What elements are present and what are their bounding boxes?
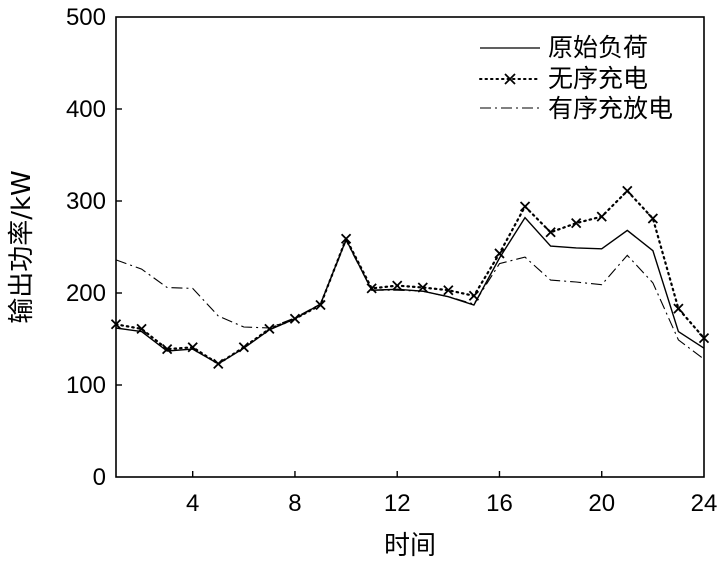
series-ordered-charging-line [115, 239, 705, 360]
data-point-marker [392, 280, 403, 291]
data-point-marker [264, 323, 275, 335]
x-tick-label: 20 [588, 490, 615, 517]
legend: 原始负荷 无序充电 有序充放电 [479, 33, 673, 123]
y-tick-label: 300 [66, 188, 106, 215]
y-tick-label: 0 [93, 464, 106, 491]
y-axis-ticks: 0 100 200 300 400 500 [66, 4, 122, 491]
data-point-marker [161, 343, 173, 355]
data-point-marker [110, 319, 122, 330]
x-tick-label: 12 [384, 490, 411, 517]
data-point-marker [213, 358, 224, 369]
data-point-marker [315, 299, 326, 311]
data-point-marker [673, 303, 684, 314]
data-point-marker [136, 323, 147, 335]
x-tick-label: 16 [486, 490, 513, 517]
data-point-marker [545, 227, 556, 238]
data-point-marker [417, 282, 428, 293]
x-tick-label: 24 [691, 490, 718, 517]
data-point-marker [519, 201, 531, 212]
x-axis-ticks: 4 8 12 16 20 24 [186, 471, 717, 517]
legend-label-disordered-charging: 无序充电 [548, 64, 648, 93]
data-point-marker [187, 342, 198, 353]
x-tick-label: 4 [186, 490, 199, 517]
x-axis-label: 时间 [384, 531, 436, 561]
plot-frame [115, 16, 705, 478]
y-tick-label: 400 [66, 96, 106, 123]
y-axis-label: 输出功率/kW [7, 170, 37, 324]
legend-marker-disordered-charging [504, 73, 516, 85]
data-point-marker [698, 332, 710, 344]
data-point-marker [340, 233, 352, 244]
x-tick-label: 8 [288, 490, 301, 517]
series-layer [110, 185, 710, 369]
data-point-marker [366, 283, 377, 294]
data-point-marker [571, 217, 582, 229]
data-point-marker [596, 211, 607, 222]
legend-label-original-load: 原始负荷 [548, 33, 648, 62]
y-tick-label: 500 [66, 4, 106, 31]
data-point-marker [647, 213, 659, 224]
y-tick-label: 200 [66, 280, 106, 307]
series-disordered-charging-line [114, 189, 706, 366]
legend-label-ordered-charging: 有序充放电 [548, 94, 673, 123]
y-tick-label: 100 [66, 372, 106, 399]
data-point-marker [238, 342, 249, 353]
data-point-marker [443, 285, 454, 296]
data-point-marker [622, 185, 633, 197]
data-point-marker [289, 313, 301, 324]
data-point-marker [494, 248, 505, 259]
